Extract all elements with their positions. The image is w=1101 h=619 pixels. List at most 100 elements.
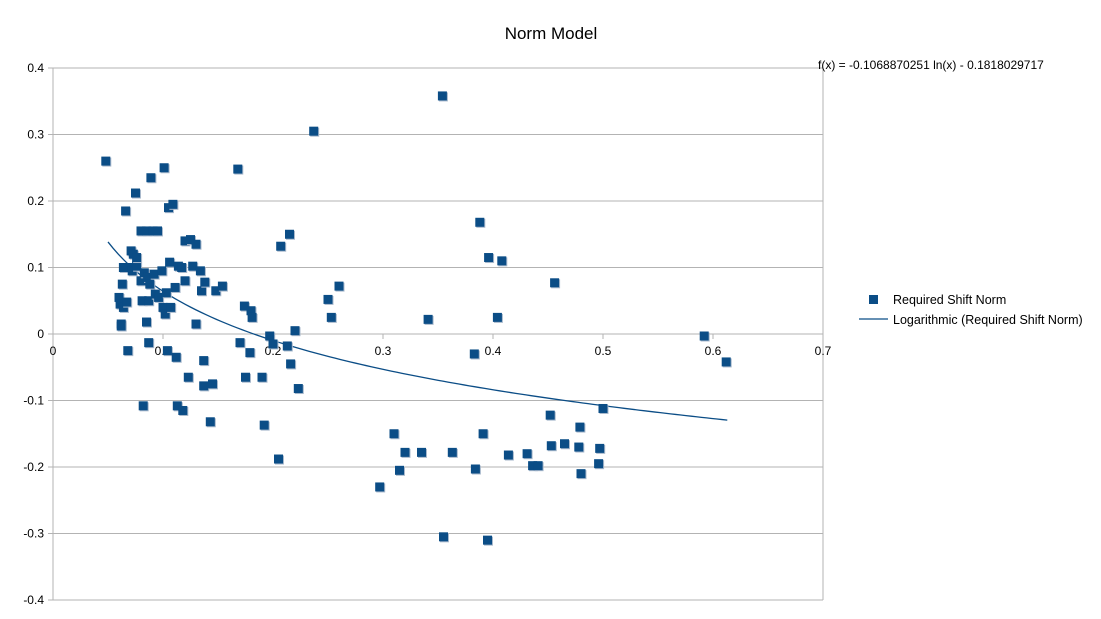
scatter-point: [395, 465, 404, 475]
y-tick-label: 0.1: [27, 261, 44, 275]
scatter-point: [143, 272, 153, 282]
scatter-point: [439, 532, 448, 542]
scatter-point: [170, 282, 180, 292]
scatter-point: [400, 447, 410, 457]
scatter-point: [323, 294, 333, 304]
scatter-point: [161, 288, 171, 298]
scatter-point: [235, 338, 245, 348]
scatter-point: [205, 417, 215, 427]
scatter-point: [375, 482, 385, 492]
scatter-point: [183, 372, 193, 382]
scatter-point: [132, 253, 142, 263]
scatter-point: [478, 429, 488, 439]
scatter-point: [144, 338, 154, 348]
y-tick-label: -0.2: [23, 460, 44, 474]
scatter-point: [217, 281, 227, 291]
scatter-point: [191, 239, 201, 249]
scatter-point: [721, 357, 731, 367]
scatter-point: [165, 257, 175, 267]
scatter-point: [265, 331, 275, 341]
scatter-point: [239, 301, 249, 311]
y-tick-label: -0.1: [23, 394, 44, 408]
scatter-point: [423, 314, 433, 324]
scatter-point: [188, 261, 198, 271]
scatter-point: [136, 226, 146, 236]
scatter-point: [122, 297, 132, 307]
x-tick-label: 0.3: [375, 344, 392, 358]
x-tick-label: 0: [50, 344, 57, 358]
scatter-point: [290, 326, 300, 336]
scatter-point: [153, 226, 162, 236]
scatter-point: [533, 461, 543, 471]
trendline-logarithmic: [107, 241, 728, 421]
scatter-point: [138, 401, 148, 411]
scatter-point: [437, 91, 447, 101]
scatter-point: [101, 156, 111, 166]
trendline-layer: [107, 241, 728, 421]
scatter-point: [274, 454, 283, 464]
scatter-point: [211, 286, 221, 296]
scatter-point: [550, 278, 560, 288]
scatter-point: [137, 296, 147, 306]
scatter-point: [268, 339, 278, 349]
scatter-point: [191, 319, 201, 329]
scatter-point: [123, 346, 133, 356]
y-tick-labels: -0.4 -0.3 -0.2 -0.1 0 0.1 0.2 0.3 0.4: [23, 61, 44, 607]
scatter-point: [142, 226, 151, 236]
scatter-point: [576, 469, 586, 479]
scatter-point: [334, 281, 344, 291]
scatter-point: [389, 429, 399, 439]
scatter-point: [247, 312, 257, 322]
scatter-point: [132, 261, 142, 271]
scatter-point: [286, 359, 296, 369]
scatter-point: [276, 241, 286, 251]
scatter-point: [598, 403, 608, 413]
scatter-point: [200, 277, 210, 287]
y-tick-label: 0: [37, 327, 44, 341]
scatter-point: [166, 302, 176, 312]
y-tick-label: 0.3: [27, 128, 44, 142]
scatter-point: [326, 312, 336, 322]
scatter-point: [159, 163, 169, 173]
scatter-point: [447, 447, 457, 457]
scatter-points: [101, 91, 732, 546]
scatter-point: [282, 341, 292, 351]
scatter-point: [259, 420, 269, 430]
scatter-point: [144, 296, 154, 306]
scatter-point: [492, 312, 502, 322]
scatter-point: [545, 410, 555, 420]
scatter-point: [146, 173, 156, 183]
scatter-point: [470, 464, 480, 474]
scatter-point: [528, 461, 538, 471]
scatter-point: [139, 268, 149, 278]
scatter-point: [417, 447, 426, 457]
scatter-point: [118, 263, 128, 272]
scatter-point: [233, 164, 243, 174]
scatter-point: [522, 449, 532, 459]
scatter-point: [177, 263, 187, 272]
y-tick-label: 0.4: [27, 61, 44, 75]
scatter-point: [136, 276, 146, 286]
scatter-point: [199, 381, 209, 391]
scatter-point: [157, 266, 167, 276]
scatter-point: [469, 349, 479, 359]
scatter-point: [594, 459, 604, 469]
scatter-point: [197, 286, 206, 296]
legend: Required Shift Norm Logarithmic (Require…: [859, 293, 1083, 327]
scatter-point: [246, 306, 256, 316]
scatter-point: [699, 331, 709, 341]
scatter-point: [116, 321, 126, 331]
legend-label-required-shift-norm: Required Shift Norm: [893, 293, 1006, 307]
scatter-point: [160, 309, 170, 319]
scatter-point: [168, 199, 178, 209]
x-tick-label: 0.5: [595, 344, 612, 358]
scatter-point: [560, 439, 569, 449]
scatter-point: [245, 348, 255, 358]
scatter-point: [186, 235, 195, 245]
x-tick-label: 0.4: [485, 344, 502, 358]
scatter-point: [503, 450, 513, 460]
scatter-point: [293, 384, 303, 394]
scatter-point: [241, 372, 250, 382]
scatter-point: [309, 126, 319, 136]
